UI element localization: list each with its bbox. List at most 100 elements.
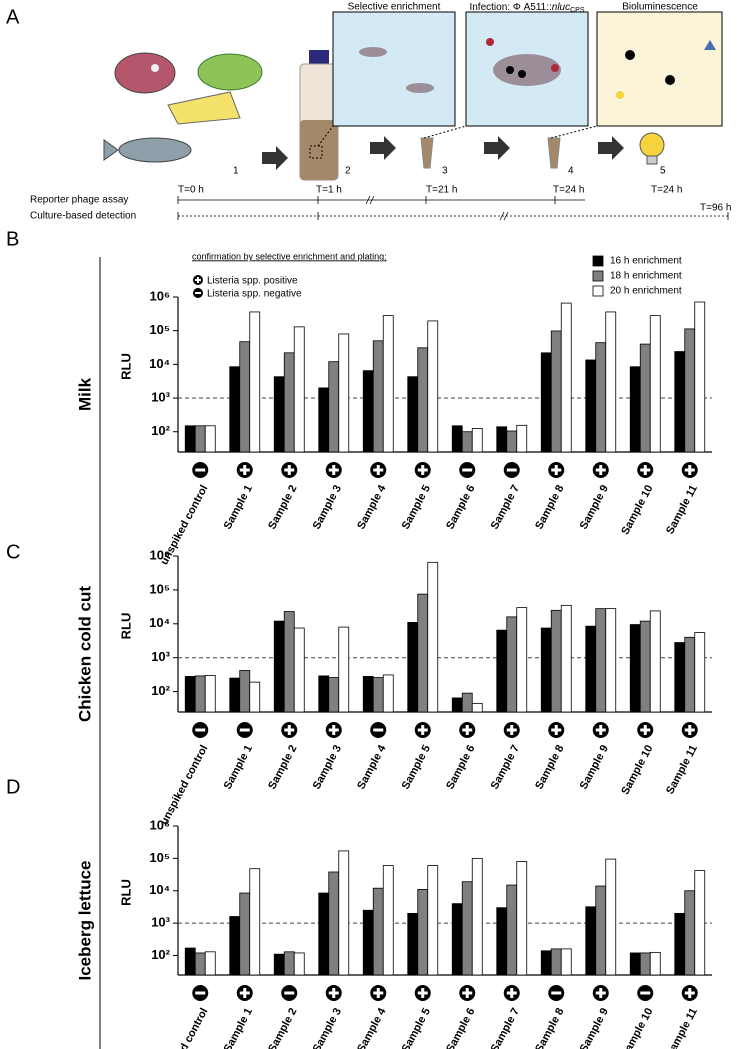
bar [184, 425, 196, 453]
result-icon [506, 468, 517, 472]
bar [506, 616, 518, 713]
result-icon [510, 988, 514, 998]
time-label: T=96 h [700, 203, 731, 214]
timeline-label: Reporter phage assay [30, 195, 128, 206]
bar [293, 326, 305, 453]
bar [629, 952, 641, 976]
legend-label: 20 h enrichment [610, 286, 682, 297]
box-title-italic: nluc [552, 2, 570, 13]
bar [239, 892, 251, 976]
box-title: Infection: Φ A511::nlucCPS [469, 2, 584, 14]
result-icon [599, 988, 603, 998]
bar [362, 370, 374, 453]
tubes [420, 137, 561, 169]
bar [560, 948, 572, 976]
bar [496, 907, 508, 976]
bar [451, 425, 463, 453]
bar [639, 952, 651, 976]
legend-swatch [592, 255, 604, 267]
bar [194, 675, 206, 713]
y-tick-label: 10⁵ [149, 322, 170, 337]
bar [540, 627, 552, 713]
y-tick-label: 10⁴ [149, 882, 170, 897]
bar [560, 302, 572, 453]
x-tick-label: unspiked control [158, 1006, 210, 1049]
bar [461, 692, 473, 713]
y-tick-label: 10⁶ [150, 547, 170, 562]
time-label: T=1 h [316, 185, 342, 196]
bar [427, 561, 439, 713]
bar [585, 906, 597, 976]
bar [684, 328, 696, 453]
bar [540, 352, 552, 453]
bar [407, 621, 419, 713]
negative-icon [195, 292, 201, 294]
bar [550, 609, 562, 713]
bar [461, 431, 473, 453]
x-tick-label: Sample 2 [266, 483, 299, 531]
x-tick-label: Sample 8 [533, 1006, 566, 1049]
bar [516, 861, 528, 976]
x-tick-label: Sample 9 [578, 743, 611, 791]
bar [550, 330, 562, 453]
bar [249, 311, 261, 453]
result-icon [554, 725, 558, 735]
legend-label: 18 h enrichment [610, 271, 682, 282]
bar [674, 351, 686, 453]
result-icon [421, 465, 425, 475]
panel-label: D [6, 776, 20, 798]
result-icon [243, 465, 247, 475]
result-icon [688, 988, 692, 998]
bar [694, 870, 706, 976]
bar [293, 952, 305, 976]
bar [328, 677, 340, 713]
y-axis-title: RLU [118, 613, 133, 640]
bar [184, 947, 196, 976]
legend-swatch [592, 285, 604, 297]
bar [595, 342, 607, 453]
bar [471, 428, 483, 453]
bar [550, 948, 562, 976]
result-icon [688, 725, 692, 735]
bar [506, 884, 518, 976]
result-icon [599, 465, 603, 475]
box-title: Infection: Φ A511:: [469, 2, 551, 13]
timeline-label: Culture-based detection [30, 211, 136, 222]
bar [585, 359, 597, 453]
x-tick-label: Sample 10 [619, 1006, 655, 1049]
confirmation-positive: Listeria spp. positive [207, 276, 298, 287]
y-tick-label: 10⁶ [150, 817, 170, 832]
timeline [177, 195, 729, 221]
bar [674, 912, 686, 976]
time-label: T=24 h [651, 185, 682, 196]
result-icon [195, 991, 206, 995]
bar [338, 333, 350, 453]
x-tick-label: Sample 1 [222, 483, 255, 531]
bar [293, 627, 305, 713]
x-tick-label: Sample 4 [355, 1005, 389, 1049]
bar [649, 315, 661, 453]
bar [417, 347, 429, 453]
bar [239, 341, 251, 453]
bar [273, 953, 285, 976]
bar [407, 912, 419, 976]
bar [496, 629, 508, 713]
result-icon [640, 991, 651, 995]
y-tick-label: 10⁴ [149, 356, 170, 371]
result-icon [462, 468, 473, 472]
result-icon [599, 725, 603, 735]
bar [283, 352, 295, 453]
bar [629, 624, 641, 713]
y-tick-label: 10⁶ [150, 288, 170, 303]
x-tick-label: Sample 2 [266, 1006, 299, 1049]
bar [229, 366, 241, 453]
bar [273, 620, 285, 713]
result-icon [287, 465, 291, 475]
result-icon [373, 728, 384, 732]
y-tick-label: 10² [151, 947, 170, 962]
x-tick-label: Sample 2 [266, 743, 299, 791]
bar [649, 610, 661, 713]
x-tick-label: Sample 3 [311, 1006, 344, 1049]
y-tick-label: 10² [151, 423, 170, 438]
x-tick-label: unspiked control [158, 743, 210, 827]
